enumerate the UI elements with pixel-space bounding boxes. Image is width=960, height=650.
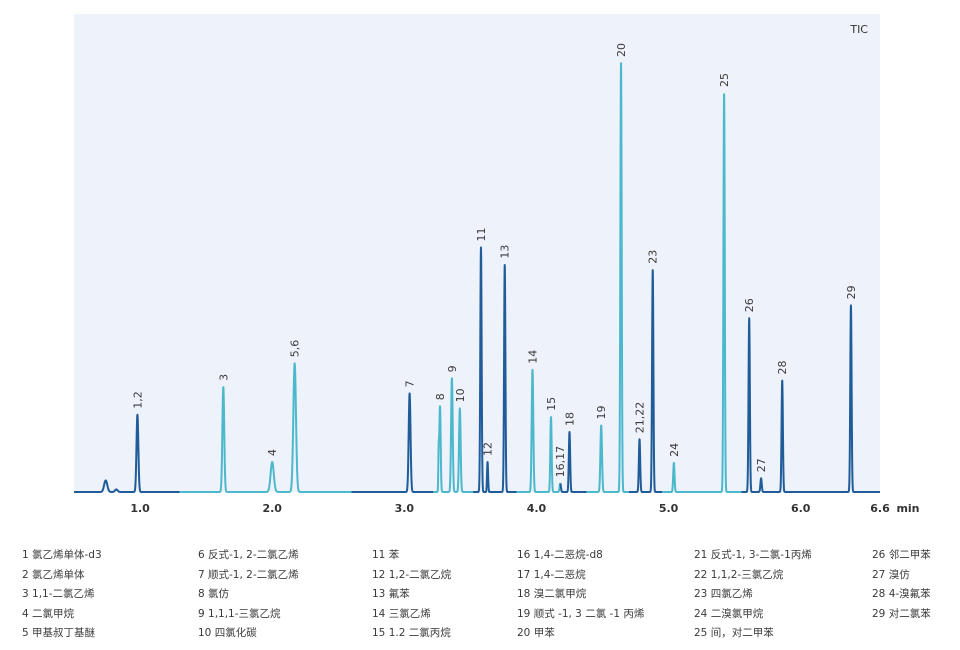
peak-label: 21,22 [634,402,647,434]
peak-label: 13 [499,245,512,259]
legend-item: 26 邻二甲苯 [872,549,931,561]
x-tick-label: 6.6 [870,502,890,515]
peak-label: 12 [482,442,495,456]
legend-item: 29 对二氯苯 [872,607,931,620]
trace-segment [432,377,474,493]
peak-label: 27 [755,458,768,472]
legend-item: 8 氯仿 [198,588,230,600]
legend-item: 17 1,4-二恶烷 [517,568,586,581]
peak-label: 11 [475,227,488,241]
legend-item: 16 1,4-二恶烷-d8 [517,549,603,561]
peak-label: 9 [446,365,459,372]
peak-label: 29 [845,285,858,299]
trace-segment [515,368,562,493]
trace-segment [472,246,518,493]
peak-label: 1,2 [131,391,144,409]
trace-layer [73,62,881,493]
legend-item: 23 四氯乙烯 [694,588,753,600]
trace-segment [740,304,881,493]
peak-labels: 1,2 3 4 5,6 7 8 9 10 11 12 13 14 15 16,17 18 19 20 21,22 2… [131,43,858,477]
peak-label: 4 [266,449,279,456]
peak-label: 25 [718,73,731,87]
chromatogram-chart: 1,2 3 4 5,6 7 8 9 10 11 12 13 14 15 16,17 18 19 20 21,22 2… [73,14,920,515]
tic-label: TIC [849,23,868,36]
legend-item: 4 二氯甲烷 [22,607,75,620]
peak-label: 10 [454,388,467,402]
peak-label: 20 [615,43,628,57]
peak-label: 24 [668,443,681,457]
legend-item: 6 反式-1, 2-二氯乙烯 [198,549,299,561]
trace-segment [73,413,181,493]
legend-item: 2 氯乙烯单体 [22,568,85,581]
legend-item: 12 1,2-二氯乙烷 [372,568,452,581]
compound-legend: 1 氯乙烯单体-d3 2 氯乙烯单体 3 1,1-二氯乙烯 4 二氯甲烷 5 甲基叔丁基… [22,547,952,647]
peak-label: 14 [526,350,539,364]
legend-item: 18 溴二氯甲烷 [517,588,587,600]
legend-item: 22 1,1,2-三氯乙烷 [694,568,784,581]
legend-item: 3 1,1-二氯乙烯 [22,588,95,600]
x-tick-label: 3.0 [395,502,415,515]
legend-item: 7 顺式-1, 2-二氯乙烯 [198,568,299,581]
peak-label: 19 [595,406,608,420]
x-axis-ticks: 1.0 2.0 3.0 4.0 5.0 6.0 6.6 [130,502,890,515]
legend-item: 21 反式-1, 3-二氯-1丙烯 [694,549,812,561]
peak-label: 23 [647,250,660,264]
peak-label: 16,17 [554,446,567,478]
legend-item: 20 甲苯 [517,627,555,639]
peak-label: 3 [217,374,230,381]
trace-segment [559,430,588,493]
peak-label: 26 [743,298,756,312]
legend-item: 27 溴仿 [872,568,910,581]
trace-segment [661,93,743,493]
peak-label: 15 [545,397,558,411]
legend-item: 11 苯 [372,549,400,561]
legend-item: 15 1.2 二氯丙烷 [372,627,451,639]
legend-item: 19 顺式 -1, 3 二氯 -1 丙烯 [517,607,645,620]
plot-area [74,14,880,492]
x-tick-label: 4.0 [527,502,547,515]
x-axis-unit: min [896,502,919,515]
legend-item: 1 氯乙烯单体-d3 [22,549,102,561]
trace-segment [628,269,663,493]
legend-item: 24 二溴氯甲烷 [694,607,764,620]
x-tick-label: 2.0 [262,502,282,515]
trace-segment [178,362,353,493]
peak-label: 18 [563,412,576,426]
peak-label: 5,6 [289,340,302,358]
legend-item: 14 三氯乙烯 [372,607,431,620]
peak-label: 8 [434,393,447,400]
legend-item: 13 氟苯 [372,588,410,600]
legend-item: 10 四氯化碳 [198,627,257,639]
x-tick-label: 5.0 [659,502,679,515]
legend-item: 9 1,1,1-三氯乙烷 [198,607,281,620]
trace-segment [350,392,435,493]
peak-label: 28 [776,360,789,374]
x-tick-label: 6.0 [791,502,811,515]
legend-item: 28 4-溴氟苯 [872,588,931,600]
x-tick-label: 1.0 [130,502,150,515]
peak-label: 7 [404,380,417,387]
legend-item: 5 甲基叔丁基醚 [22,627,96,639]
trace-segment [585,62,630,493]
legend-item: 25 间，对二甲苯 [694,627,774,639]
